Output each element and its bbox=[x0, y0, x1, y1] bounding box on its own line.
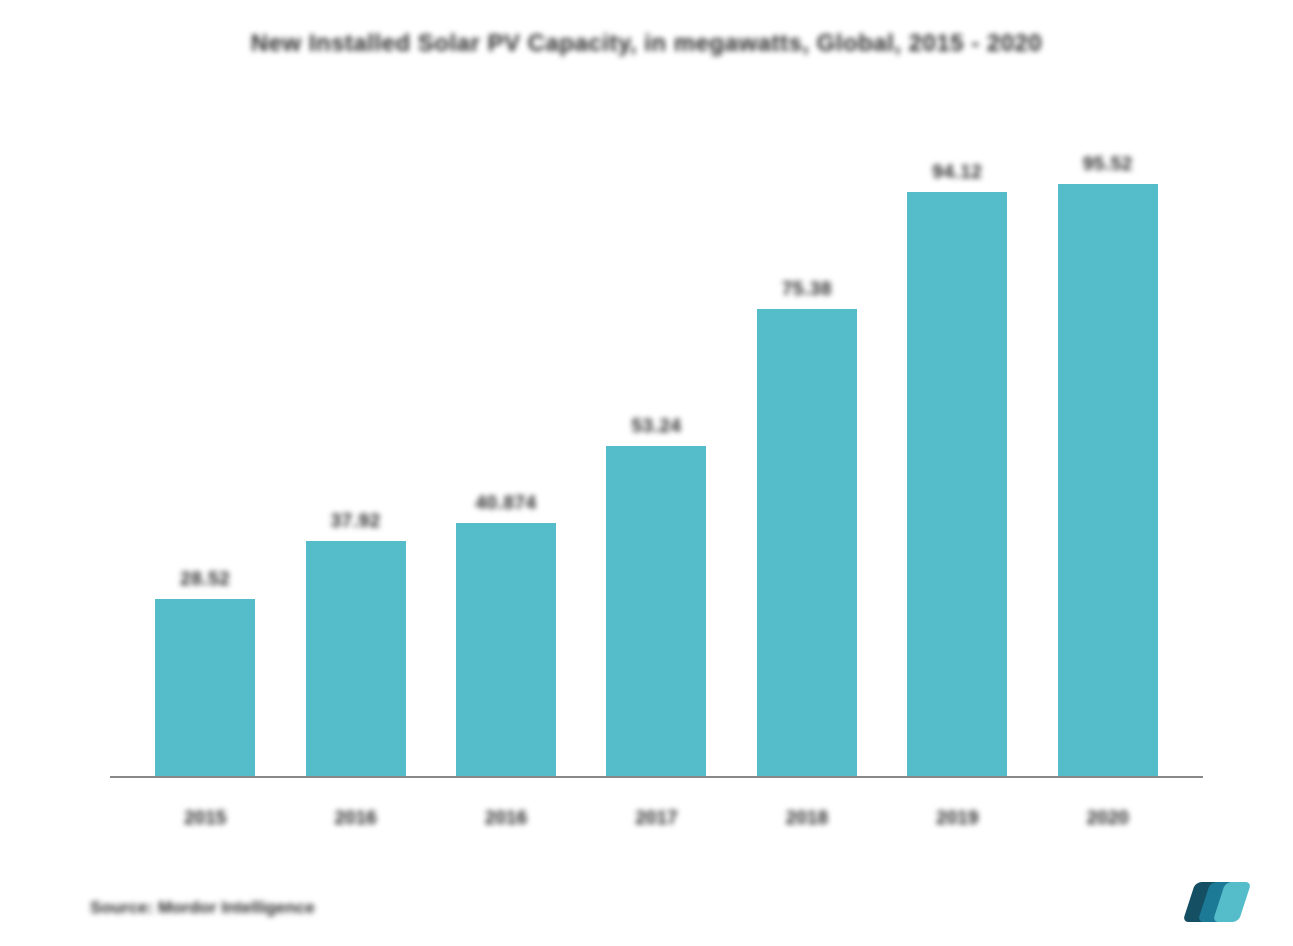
bar-value-label: 94.12 bbox=[932, 162, 982, 184]
bar-group: 37.92 bbox=[296, 511, 416, 776]
bar bbox=[306, 541, 406, 776]
x-axis-label: 2016 bbox=[296, 808, 416, 830]
bar bbox=[456, 523, 556, 776]
bar-value-label: 28.52 bbox=[180, 569, 230, 591]
bar-value-label: 37.92 bbox=[331, 511, 381, 533]
x-axis-labels: 2015 2016 2016 2017 2018 2019 2020 bbox=[110, 808, 1203, 830]
bar-group: 94.12 bbox=[897, 162, 1017, 776]
x-axis-label: 2016 bbox=[446, 808, 566, 830]
bars-wrap: 28.52 37.92 40.874 53.24 75.38 94.12 95.52 bbox=[110, 98, 1203, 776]
brand-logo bbox=[1179, 878, 1243, 926]
bar-value-label: 75.38 bbox=[782, 279, 832, 301]
bar-group: 53.24 bbox=[596, 416, 716, 776]
bar-group: 28.52 bbox=[145, 569, 265, 776]
source-text: Source: Mordor Intelligence bbox=[90, 898, 315, 918]
x-axis-label: 2019 bbox=[897, 808, 1017, 830]
bar bbox=[155, 599, 255, 776]
bar-group: 75.38 bbox=[747, 279, 867, 776]
chart-container: New Installed Solar PV Capacity, in mega… bbox=[0, 0, 1293, 946]
bar-group: 40.874 bbox=[446, 493, 566, 776]
x-axis-label: 2015 bbox=[145, 808, 265, 830]
bar-value-label: 53.24 bbox=[631, 416, 681, 438]
bar-value-label: 95.52 bbox=[1083, 154, 1133, 176]
plot-area: 28.52 37.92 40.874 53.24 75.38 94.12 95.52 bbox=[110, 98, 1203, 778]
x-axis-label: 2017 bbox=[596, 808, 716, 830]
x-axis-label: 2018 bbox=[747, 808, 867, 830]
bar bbox=[757, 309, 857, 776]
bar bbox=[606, 446, 706, 776]
chart-title: New Installed Solar PV Capacity, in mega… bbox=[50, 30, 1243, 58]
bar bbox=[1058, 184, 1158, 776]
bar-group: 95.52 bbox=[1048, 154, 1168, 776]
bar-value-label: 40.874 bbox=[475, 493, 536, 515]
bar bbox=[907, 192, 1007, 776]
x-axis-label: 2020 bbox=[1048, 808, 1168, 830]
